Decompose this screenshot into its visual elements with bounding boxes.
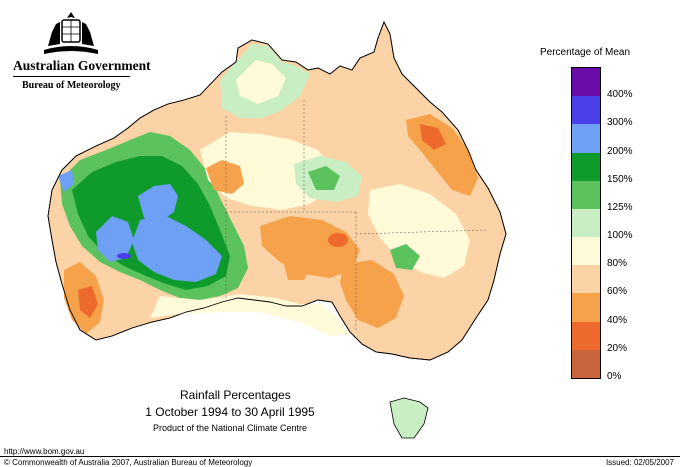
legend-tick-label: 100% — [607, 230, 633, 242]
coastline — [47, 20, 507, 361]
zone-south-orange — [282, 252, 312, 280]
legend-tick-label: 125% — [607, 201, 633, 213]
legend-tick-label: 200% — [607, 145, 633, 157]
legend-swatch — [572, 237, 600, 266]
zone-central-orange — [206, 160, 244, 194]
legend-swatch — [572, 180, 600, 210]
zone-east-pale — [368, 184, 470, 278]
footer-copyright: © Commonwealth of Australia 2007, Austra… — [4, 458, 253, 467]
legend-swatch — [572, 152, 600, 182]
legend-tick-label: 80% — [607, 258, 628, 270]
legend-swatch — [572, 349, 600, 379]
zone-southcoast-pale — [150, 294, 350, 336]
bureau-title: Bureau of Meteorology — [22, 80, 121, 91]
zone-blue-coast — [58, 170, 74, 192]
zone-blue-west — [96, 216, 134, 262]
state-border-qld-nsw — [355, 229, 487, 235]
footer-issued-date: Issued: 02/05/2007 — [605, 458, 674, 467]
legend-swatch — [572, 321, 600, 351]
legend-swatch — [572, 68, 600, 97]
legend-colorbar — [571, 67, 601, 379]
legend-swatch — [572, 208, 600, 238]
legend-tick-label: 400% — [607, 89, 633, 101]
coat-of-arms-icon — [44, 12, 98, 54]
legend-tick-label: 20% — [607, 342, 628, 354]
government-title: Australian Government — [13, 58, 151, 73]
zone-east-green — [390, 244, 420, 270]
legend-tick-label: 0% — [607, 371, 622, 382]
zone-central-darkgreen — [308, 166, 340, 190]
footer-url-link[interactable]: http://www.bom.gov.au — [4, 447, 85, 456]
zone-ne-red — [420, 124, 446, 150]
zone-inland-red — [328, 233, 348, 247]
legend-tick-label: 40% — [607, 314, 628, 326]
legend-tick-label: 150% — [607, 173, 633, 185]
map-title: Rainfall Percentages — [180, 388, 291, 402]
footer-divider — [0, 456, 680, 457]
legend-title: Percentage of Mean — [540, 47, 631, 58]
zone-sw-red — [78, 286, 98, 318]
zone-blue-east — [132, 214, 222, 282]
legend-swatch — [572, 124, 600, 154]
legend-tick-label: 300% — [607, 117, 633, 129]
header-divider — [13, 76, 130, 77]
map-period: 1 October 1994 to 30 April 1995 — [145, 405, 315, 419]
map-credit: Product of the National Climate Centre — [152, 423, 308, 433]
legend-tick-label: 60% — [607, 286, 628, 298]
legend-swatch — [572, 293, 600, 323]
legend-swatch — [572, 265, 600, 294]
zone-blue-north — [138, 184, 178, 222]
legend-swatch — [572, 96, 600, 125]
zone-north-light — [236, 60, 286, 104]
tasmania — [389, 397, 429, 439]
zone-300-spot — [117, 253, 131, 259]
